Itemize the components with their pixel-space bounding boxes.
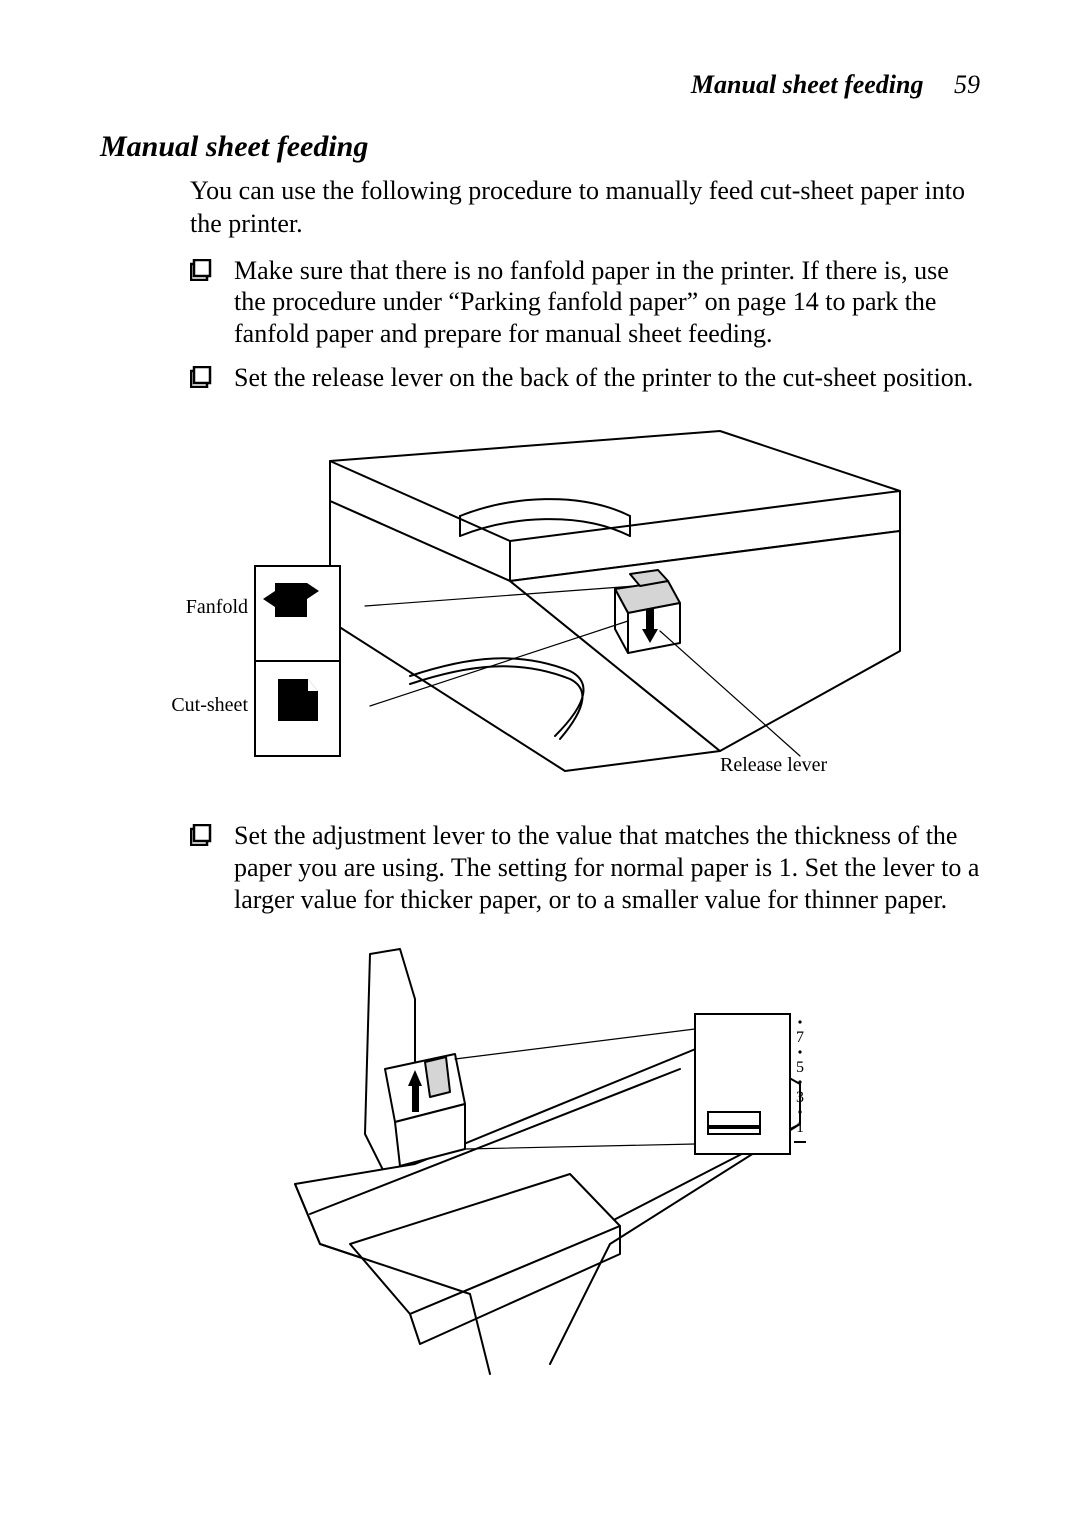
label-release-lever: Release lever <box>720 754 827 776</box>
step-text: Make sure that there is no fanfold paper… <box>234 256 949 348</box>
scale-tick: 5 <box>796 1059 804 1076</box>
scale-tick: 1 <box>796 1119 804 1136</box>
figure-adjustment-lever: 7 5 3 1 <box>100 944 980 1389</box>
scale-tick: 3 <box>796 1089 804 1106</box>
label-cutsheet: Cut-sheet <box>171 694 248 716</box>
running-title: Manual sheet feeding <box>691 70 924 99</box>
step-item: Make sure that there is no fanfold paper… <box>190 255 980 350</box>
step-text: Set the adjustment lever to the value th… <box>234 821 979 913</box>
step-item: Set the release lever on the back of the… <box>190 362 980 394</box>
step-list: Set the adjustment lever to the value th… <box>190 820 980 915</box>
document-page: Manual sheet feeding 59 Manual sheet fee… <box>0 0 1080 1529</box>
checklist-bullet-icon <box>190 259 218 281</box>
step-list: Make sure that there is no fanfold paper… <box>190 255 980 394</box>
checklist-bullet-icon <box>190 824 218 846</box>
intro-paragraph: You can use the following procedure to m… <box>190 174 980 241</box>
figure-release-lever: Fanfold Cut-sheet Release lever <box>100 421 980 796</box>
section-heading: Manual sheet feeding <box>100 130 980 164</box>
checklist-bullet-icon <box>190 366 218 388</box>
label-fanfold: Fanfold <box>186 596 248 618</box>
scale-tick: 7 <box>796 1029 804 1046</box>
page-number: 59 <box>954 70 980 99</box>
step-text: Set the release lever on the back of the… <box>234 363 973 392</box>
step-item: Set the adjustment lever to the value th… <box>190 820 980 915</box>
running-header: Manual sheet feeding 59 <box>100 70 980 100</box>
